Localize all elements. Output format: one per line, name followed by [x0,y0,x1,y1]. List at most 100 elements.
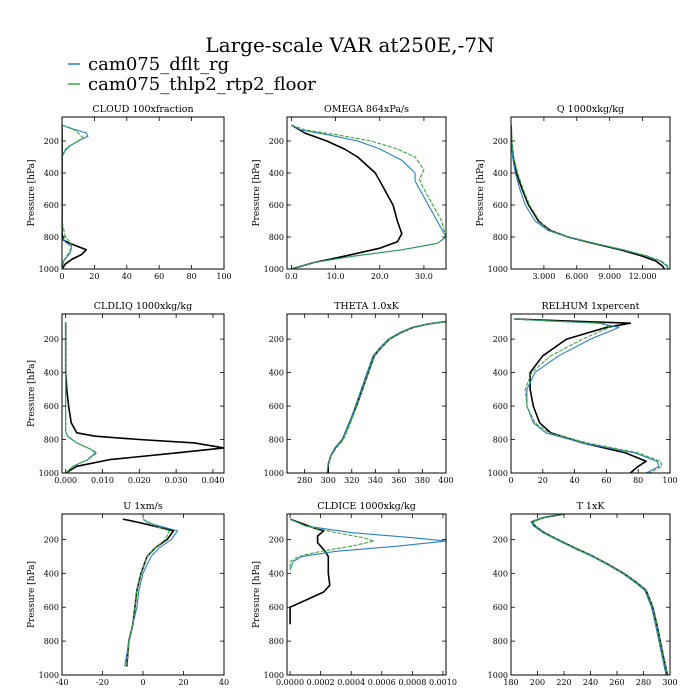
x-tick-label: 80 [187,272,197,281]
series-line-reference [511,124,666,269]
series-group [530,514,669,675]
y-tick-label: 600 [44,402,59,411]
y-axis-label: Pressure [hPa] [27,561,37,628]
y-axis-label: Pressure [hPa] [252,159,262,226]
x-tick-label: 180 [503,678,518,687]
legend: cam075_dflt_rg cam075_thlp2_rtp2_floor [68,54,316,95]
x-tick-label: -20 [96,678,109,687]
x-tick-label: 0.0002 [307,678,335,687]
panel-5: THETA 1.0xK 280 300 320 340 360 380 400 200 400 60… [264,301,454,485]
panel-title: U 1xm/s [123,501,163,512]
series-line-thlp2 [65,322,98,473]
panel-title: CLDLIQ 1000xkg/kg [94,301,192,312]
y-tick-label: 800 [44,233,59,242]
panel-title: T 1xK [577,501,606,512]
y-tick-label: 400 [269,569,284,578]
series-group [290,124,446,269]
x-tick-label: 0.030 [165,476,188,485]
y-tick-label: 1000 [39,671,59,680]
series-line-reference [289,518,331,625]
x-tick-label: 380 [415,476,430,485]
y-tick-label: 800 [269,436,284,445]
series-line-thlp2 [326,320,446,473]
y-tick-label: 800 [493,637,508,646]
y-tick-label: 200 [269,335,284,344]
legend-label-thlp2: cam075_thlp2_rtp2_floor [88,74,316,95]
panel-title: Q 1000xkg/kg [557,104,624,115]
y-tick-label: 400 [269,169,284,178]
y-axis-label: Pressure [hPa] [27,360,37,427]
x-tick-label: 240 [583,678,598,687]
figure-title: Large-scale VAR at250E,-7N [205,33,494,57]
plot-frame [510,313,671,474]
y-tick-label: 200 [44,335,59,344]
x-tick-label: 400 [438,476,453,485]
x-tick-label: 260 [609,678,624,687]
panel-title: CLDICE 1000xkg/kg [317,501,416,512]
y-tick-label: 800 [269,233,284,242]
plot-frame [510,116,671,270]
y-tick-label: 600 [44,201,59,210]
y-axis-label: Pressure [hPa] [476,159,486,226]
y-tick-label: 400 [493,569,508,578]
y-tick-label: 200 [493,335,508,344]
x-tick-label: 20 [178,678,188,687]
series-group [62,124,89,269]
x-tick-label: 6.000 [565,272,588,281]
series-line-reference [514,318,647,473]
series-line-thlp2 [531,514,668,675]
x-tick-label: -40 [56,678,69,687]
x-tick-label: 220 [556,678,571,687]
series-group [64,322,224,473]
y-tick-label: 600 [269,402,284,411]
series-line-dflt [289,518,446,571]
x-tick-label: 10.0 [327,272,345,281]
x-tick-label: 40 [219,678,229,687]
x-tick-label: 0.010 [91,476,114,485]
x-tick-label: 0 [508,476,513,485]
plot-frame [286,513,447,676]
x-tick-label: 9.000 [598,272,621,281]
y-tick-label: 1000 [264,469,284,478]
y-tick-label: 600 [269,603,284,612]
x-tick-label: 300 [321,476,336,485]
legend-label-dflt: cam075_dflt_rg [88,54,229,75]
y-tick-label: 600 [493,402,508,411]
x-tick-label: 0.0000 [276,678,304,687]
y-tick-label: 800 [44,436,59,445]
series-line-thlp2 [126,518,170,667]
x-tick-label: 0.040 [202,476,225,485]
panel-title: RELHUM 1xpercent [542,301,640,312]
y-tick-label: 200 [269,137,284,146]
y-tick-label: 1000 [488,671,508,680]
series-group [326,320,446,473]
y-tick-label: 400 [269,369,284,378]
plot-frame [61,116,225,270]
x-tick-label: 360 [391,476,406,485]
y-axis-label: Pressure [hPa] [252,561,262,628]
x-tick-label: 0.0006 [368,678,396,687]
x-tick-label: 0 [140,678,145,687]
y-tick-label: 600 [44,603,59,612]
y-tick-label: 1000 [264,671,284,680]
x-tick-label: 40 [122,272,132,281]
y-tick-label: 1000 [39,265,59,274]
x-tick-label: 0.0004 [337,678,365,687]
y-tick-label: 800 [493,233,508,242]
x-tick-label: 20 [538,476,548,485]
series-line-dflt [62,124,89,269]
x-tick-label: 280 [297,476,312,485]
x-tick-label: 100 [216,272,231,281]
y-tick-label: 1000 [488,469,508,478]
x-tick-label: 30.0 [415,272,433,281]
y-tick-label: 800 [44,637,59,646]
x-tick-label: 60 [601,476,611,485]
y-tick-label: 1000 [264,265,284,274]
series-line-reference [62,125,88,269]
series-line-reference [290,124,403,269]
series-line-reference [64,322,224,473]
x-tick-label: 40 [570,476,580,485]
series-line-reference [122,518,175,667]
